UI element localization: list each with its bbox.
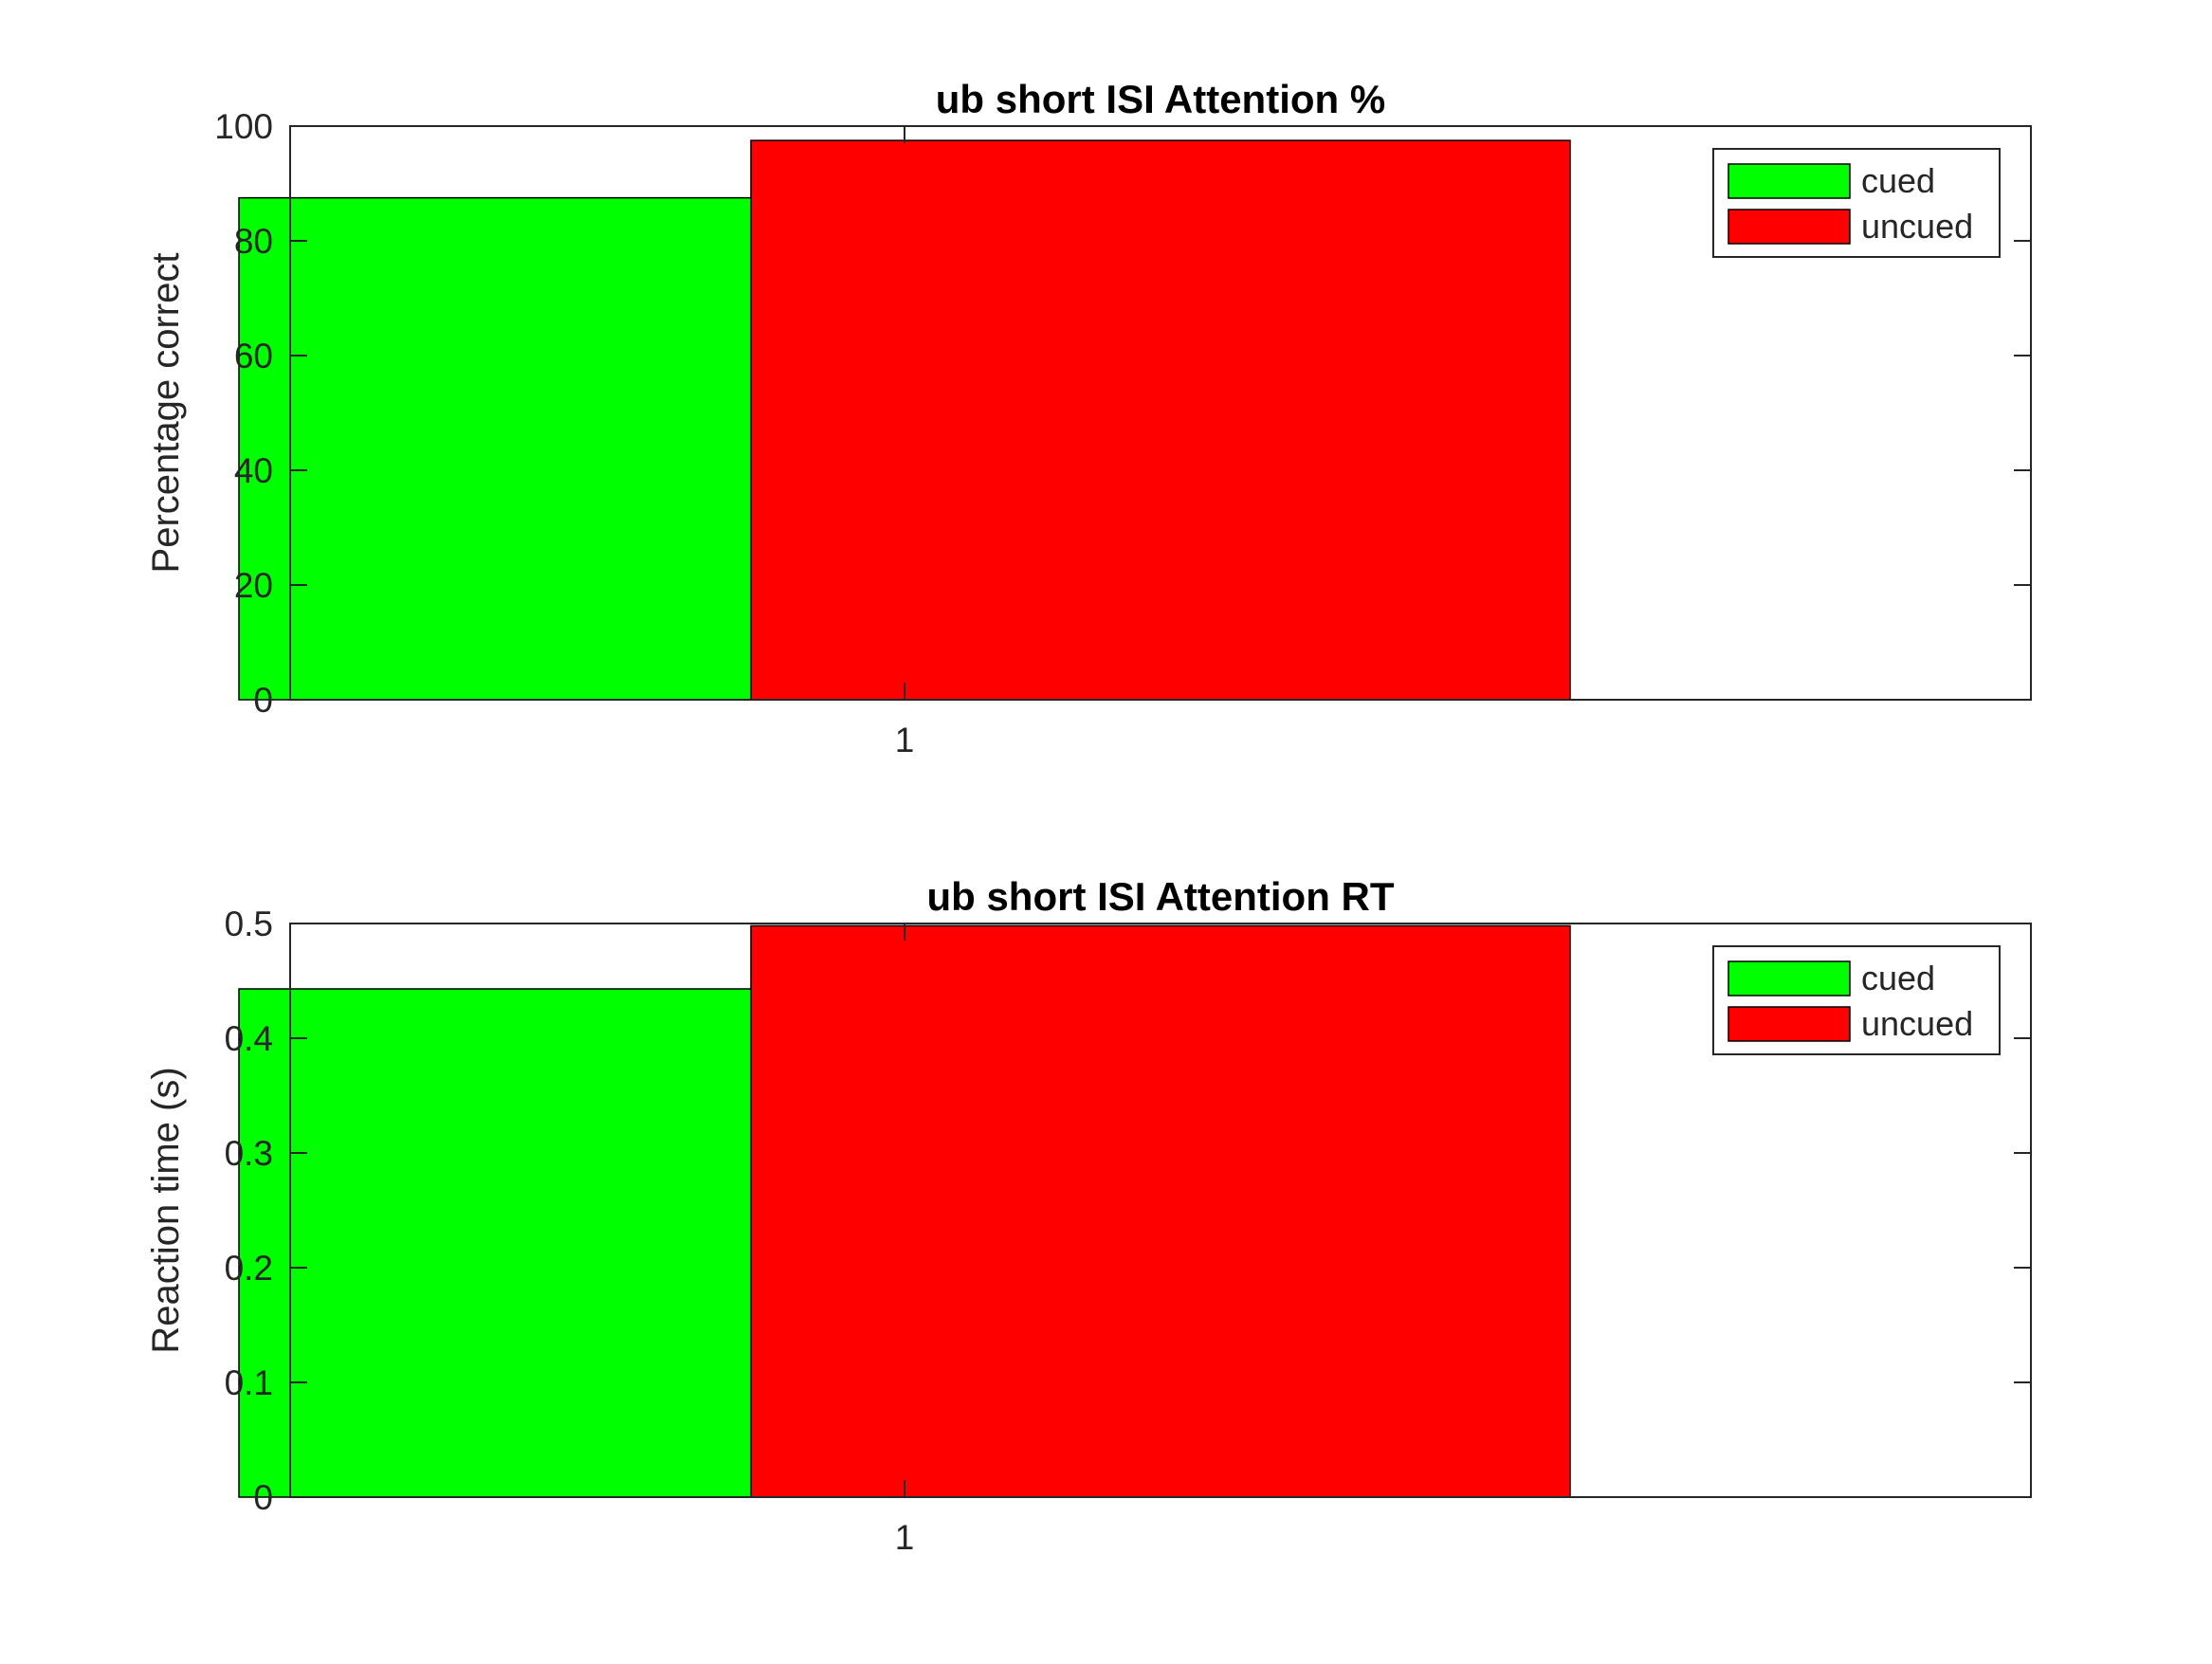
ytick-label: 80 [234,222,273,261]
y-axis-label: Reaction time (s) [145,1067,187,1353]
ytick-label: 0.1 [225,1363,273,1402]
bar-uncued-1 [750,924,1571,1498]
legend-swatch-uncued [1728,209,1851,245]
legend-swatch-cued [1728,960,1851,997]
xtick-label: 1 [895,1518,915,1557]
xtick-label: 1 [895,721,915,759]
ytick-label: 100 [214,107,273,146]
ytick-label: 0 [253,1478,273,1517]
legend-swatch-cued [1728,163,1851,199]
legend-label-uncued: uncued [1861,1004,1973,1043]
ytick-label: 0.5 [225,905,273,943]
ytick-label: 0.3 [225,1134,273,1173]
axes-box [289,125,2032,701]
legend-label-uncued: uncued [1861,207,1973,246]
legend-swatch-uncued [1728,1006,1851,1042]
ytick-label: 0.4 [225,1019,273,1058]
chart-title: ub short ISI Attention % [936,77,1385,121]
ytick-label: 40 [234,451,273,490]
bar-uncued-1 [750,139,1571,701]
ytick-label: 60 [234,337,273,375]
ytick-label: 0 [253,681,273,720]
subplot-1: 0 20 40 60 80 100 1 ub short ISI Attention % Per… [145,77,2032,759]
axes-box [289,923,2032,1498]
y-axis-label: Percentage correct [145,253,187,574]
subplot-2: 0 0.1 0.2 0.3 0.4 0.5 1 ub short ISI Attention … [145,874,2032,1557]
legend-label-cued: cued [1861,959,1935,997]
chart-title: ub short ISI Attention RT [926,874,1394,919]
legend: cued uncued [1712,148,2001,258]
ytick-label: 20 [234,566,273,605]
legend-label-cued: cued [1861,161,1935,200]
legend: cued uncued [1712,945,2001,1055]
ytick-label: 0.2 [225,1249,273,1288]
